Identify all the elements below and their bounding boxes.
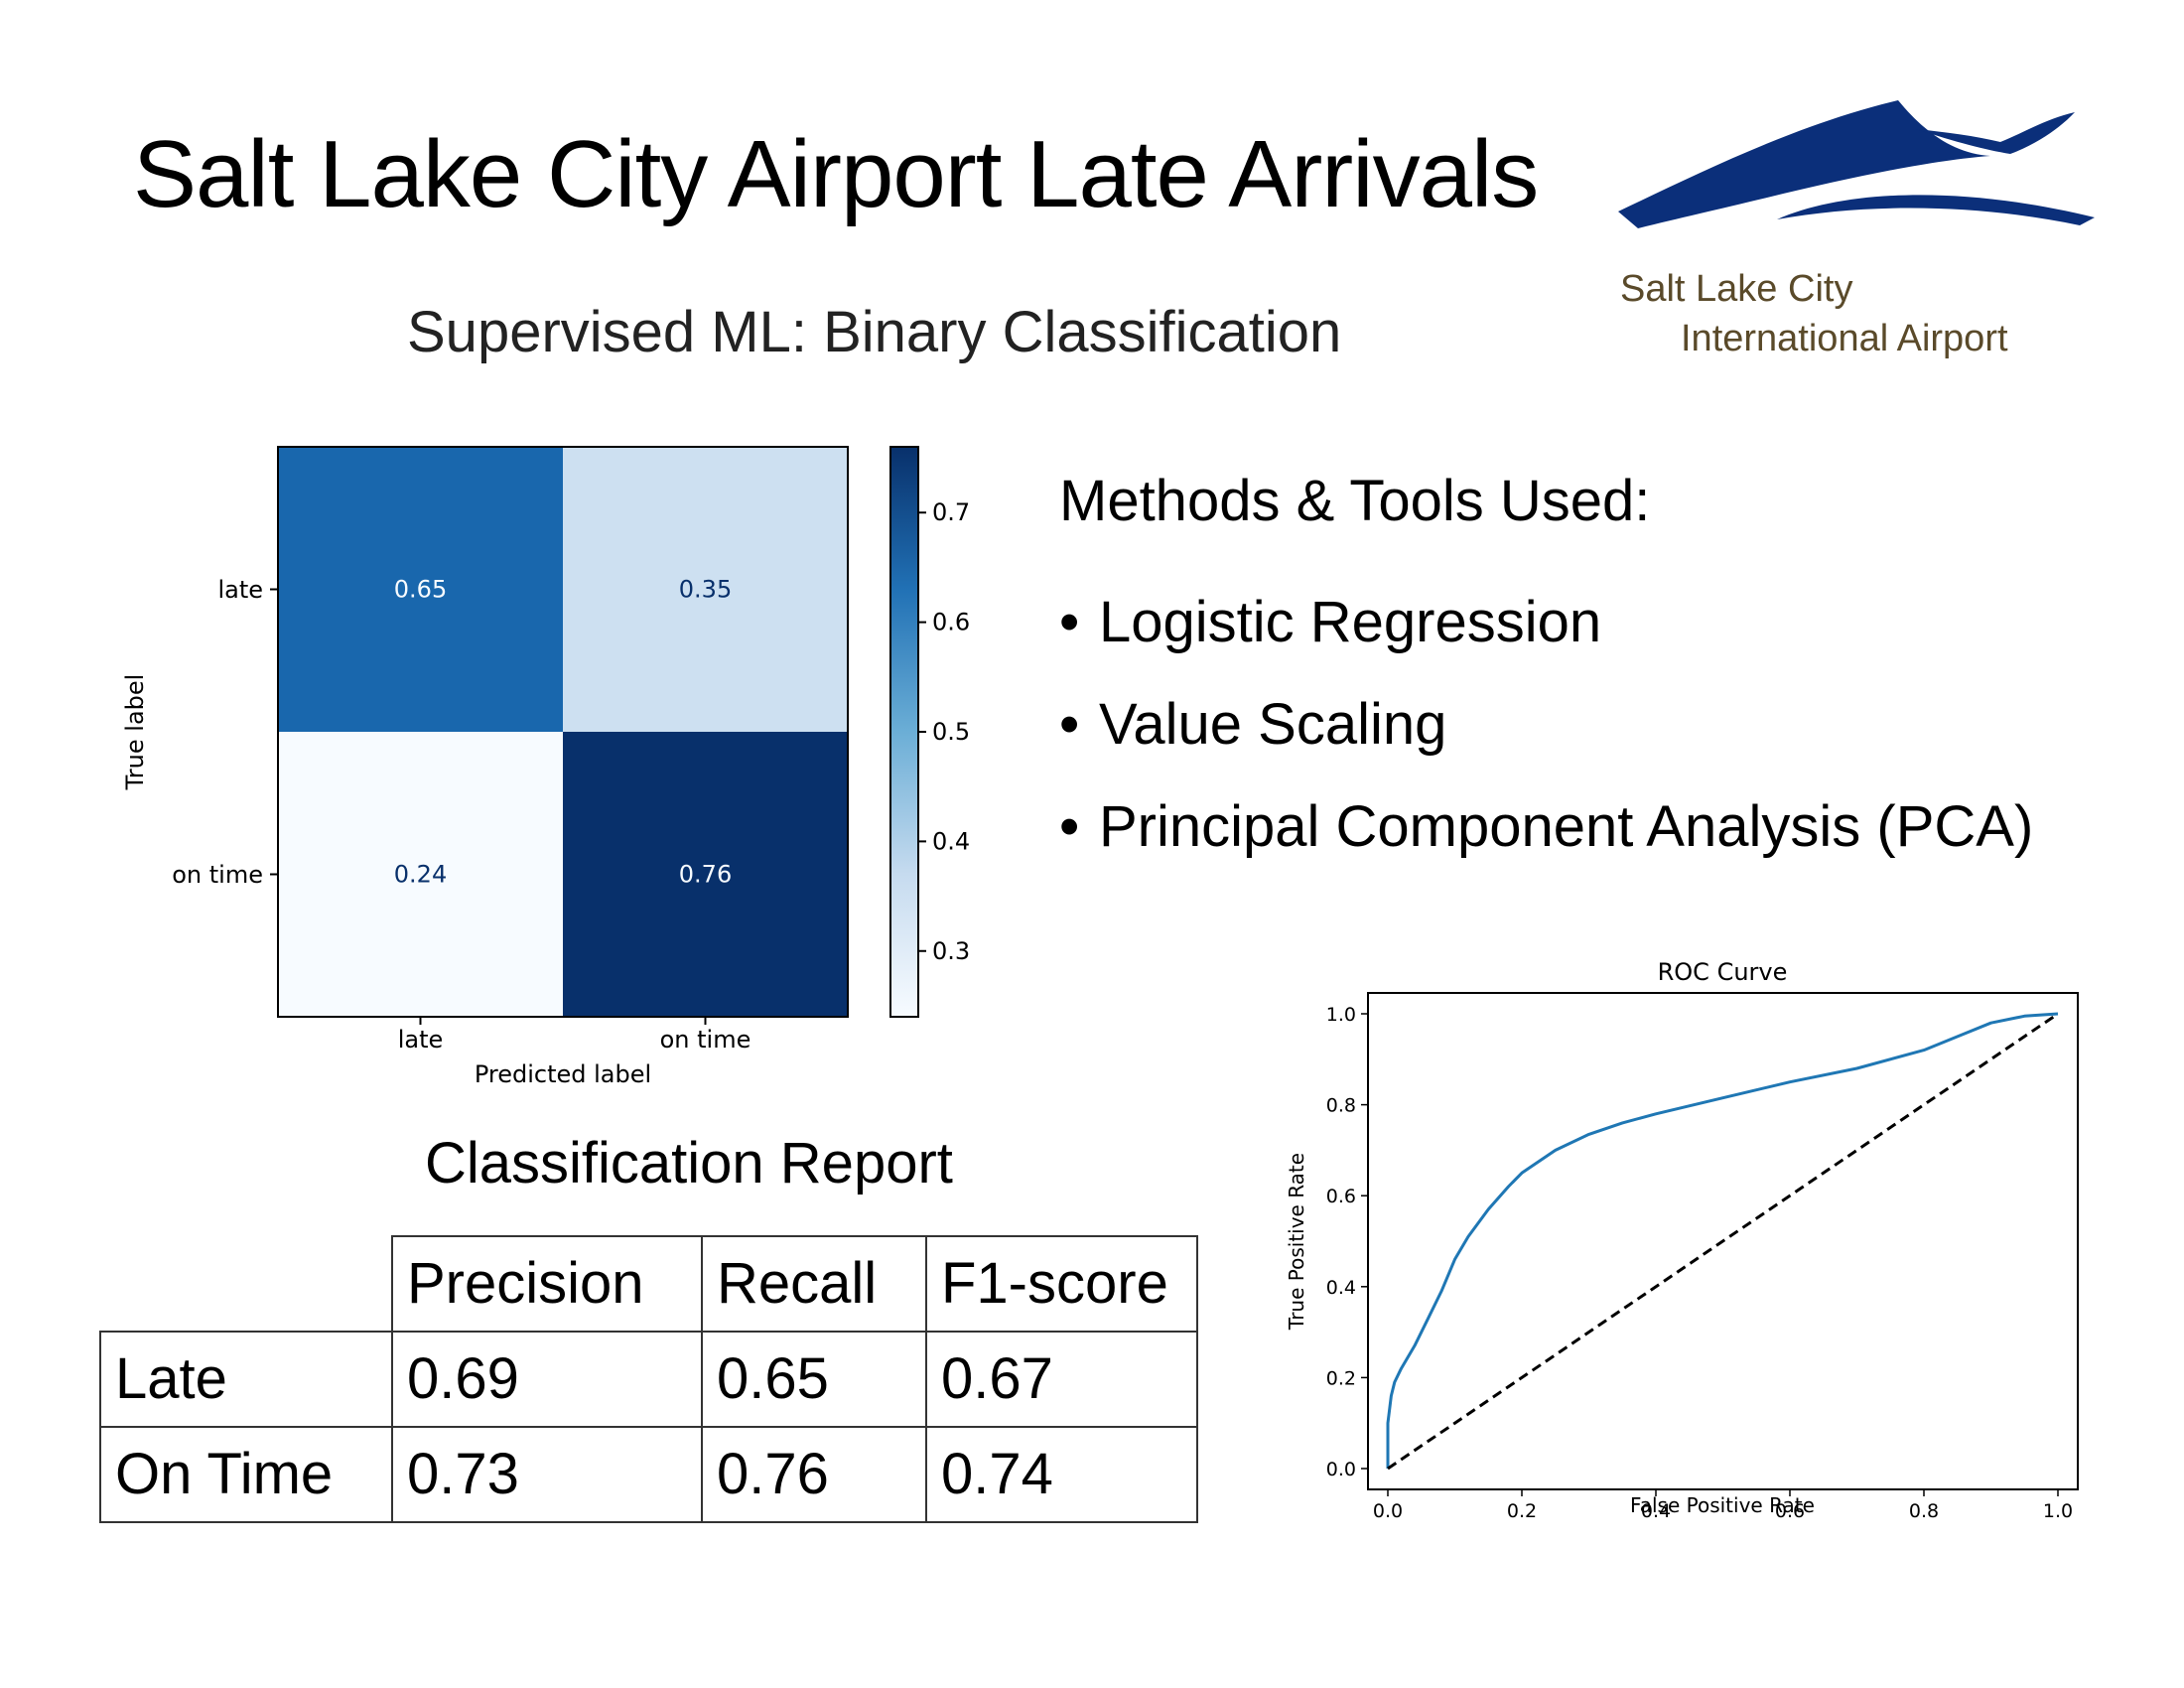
colorbar-tick-label: 0.6 [932, 609, 970, 636]
table-row: On Time 0.73 0.76 0.74 [99, 1426, 1198, 1523]
roc-y-tick-label: 1.0 [1326, 1004, 1356, 1026]
confusion-matrix-chart: 0.65 0.35 0.24 0.76 late on time late on ti… [121, 446, 970, 1088]
roc-y-tick-label: 0.8 [1326, 1095, 1356, 1117]
table-cell: 0.65 [701, 1331, 927, 1428]
airport-logo-icon [1618, 100, 2095, 228]
roc-curve-line [1386, 1012, 2059, 1469]
heatmap-cell-label: 0.76 [679, 861, 732, 889]
bullet-icon: • [1059, 590, 1080, 654]
logo-mountain-shape [1618, 100, 1990, 228]
heatmap-cell [278, 447, 563, 732]
logo-wave-shape [1777, 195, 2095, 225]
methods-heading: Methods & Tools Used: [1059, 469, 1651, 533]
roc-x-tick-label: 0.2 [1507, 1500, 1537, 1522]
roc-title: ROC Curve [1658, 958, 1788, 986]
y-tick-label-late: late [217, 576, 263, 604]
roc-x-tick-label: 0.6 [1775, 1500, 1805, 1522]
roc-x-tick-label: 0.8 [1909, 1500, 1939, 1522]
bullet-icon: • [1059, 794, 1080, 859]
roc-x-tick-label: 0.4 [1641, 1500, 1671, 1522]
method-item-label: Value Scaling [1099, 692, 1447, 757]
y-tick-label-on-time: on time [172, 861, 263, 889]
heatmap-cell-label: 0.65 [394, 576, 447, 604]
roc-y-tick-label: 0.4 [1326, 1277, 1356, 1299]
roc-baseline-line [1387, 1012, 2059, 1471]
y-axis-label: True label [121, 674, 149, 791]
table-header-f1: F1-score [925, 1235, 1198, 1333]
bullet-icon: • [1059, 692, 1080, 757]
table-corner-cell [100, 1236, 393, 1333]
colorbar-tick-label: 0.4 [932, 827, 970, 855]
heatmap-cell-label: 0.24 [394, 861, 447, 889]
confusion-matrix-frame [277, 446, 849, 1018]
classification-report-table: Precision Recall F1-score Late 0.69 0.65… [99, 1235, 1198, 1523]
method-item-1: • Logistic Regression [1059, 594, 1601, 651]
x-axis-label: Predicted label [475, 1060, 651, 1088]
heatmap-cell [563, 732, 848, 1017]
y-tick-marks [270, 588, 278, 876]
roc-axis-ticks: 0.0 0.2 0.4 0.6 0.8 1.0 0.0 0.2 0.4 0.6 0.8 1.0 [1326, 1004, 2073, 1522]
table-cell: 0.67 [925, 1331, 1198, 1428]
heatmap-cell [278, 732, 563, 1017]
method-item-3: • Principal Component Analysis (PCA) [1059, 798, 2033, 856]
colorbar [889, 446, 919, 1018]
roc-x-tick-label: 0.0 [1373, 1500, 1403, 1522]
colorbar-ticks: 0.3 0.4 0.5 0.6 0.7 [918, 498, 970, 965]
page-title: Salt Lake City Airport Late Arrivals [133, 121, 1539, 227]
colorbar-tick-label: 0.7 [932, 498, 970, 526]
logo-line-1: Salt Lake City [1620, 268, 1853, 310]
logo-line-2: International Airport [1681, 318, 2008, 359]
x-tick-label-late: late [398, 1026, 444, 1054]
confusion-matrix-cells: 0.65 0.35 0.24 0.76 [278, 447, 848, 1017]
roc-x-axis-label: False Positive Rate [1630, 1493, 1815, 1517]
table-row-label: Late [99, 1331, 393, 1428]
roc-y-tick-label: 0.6 [1326, 1186, 1356, 1207]
report-title: Classification Report [425, 1131, 953, 1196]
method-item-label: Principal Component Analysis (PCA) [1099, 794, 2034, 859]
table-header-recall: Recall [701, 1235, 927, 1333]
table-cell: 0.73 [391, 1426, 703, 1523]
table-header-precision: Precision [391, 1235, 703, 1333]
roc-y-tick-label: 0.2 [1326, 1367, 1356, 1389]
colorbar-tick-label: 0.3 [932, 937, 970, 965]
roc-series [1386, 1012, 2059, 1471]
table-cell: 0.76 [701, 1426, 927, 1523]
table-row-label: On Time [99, 1426, 393, 1523]
table-header-row: Precision Recall F1-score [100, 1235, 1198, 1333]
table-cell: 0.74 [925, 1426, 1198, 1523]
x-tick-marks [419, 1017, 707, 1025]
roc-curve-chart: ROC Curve 0.0 0.2 0.4 0.6 0.8 1.0 0.0 0.2 0.4 0.6… [1285, 958, 2079, 1522]
colorbar-tick-label: 0.5 [932, 718, 970, 746]
roc-y-tick-label: 0.0 [1326, 1459, 1356, 1480]
method-item-2: • Value Scaling [1059, 696, 1446, 754]
method-item-label: Logistic Regression [1099, 590, 1602, 654]
logo-plane-shape [1916, 112, 2075, 154]
page-subtitle: Supervised ML: Binary Classification [407, 300, 1342, 364]
heatmap-cell-label: 0.35 [679, 576, 732, 604]
roc-y-axis-label: True Positive Rate [1285, 1153, 1308, 1331]
heatmap-cell [563, 447, 848, 732]
roc-x-tick-label: 1.0 [2043, 1500, 2073, 1522]
table-cell: 0.69 [391, 1331, 703, 1428]
roc-plot-frame [1367, 992, 2079, 1490]
table-row: Late 0.69 0.65 0.67 [99, 1331, 1198, 1428]
x-tick-label-on-time: on time [660, 1026, 751, 1054]
